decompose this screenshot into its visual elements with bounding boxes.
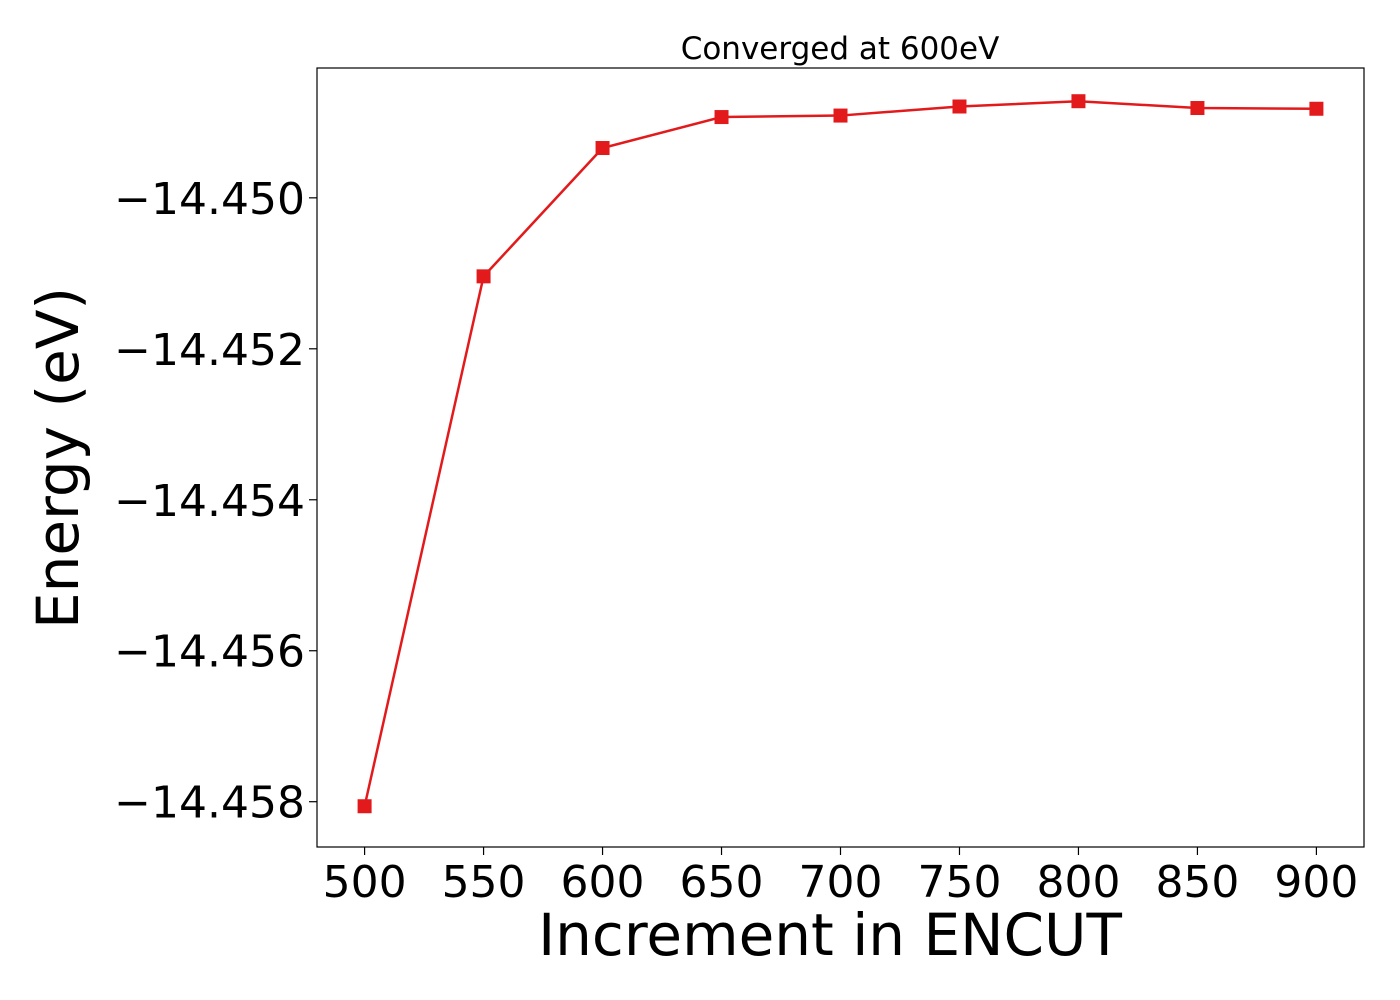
series-line <box>363 99 1317 807</box>
data-point-marker <box>1071 94 1086 109</box>
data-point-marker <box>357 799 372 814</box>
x-tick-label: 900 <box>1274 857 1358 908</box>
x-tick-label: 700 <box>799 857 883 908</box>
data-point-marker <box>833 108 848 123</box>
x-axis-label: Increment in ENCUT <box>538 901 1122 969</box>
data-point-marker <box>595 141 610 156</box>
x-tick-label: 550 <box>442 857 526 908</box>
y-tick-label: −14.450 <box>114 174 305 225</box>
y-axis: −14.458 −14.456 −14.454 −14.452 −14.450 <box>114 174 317 829</box>
plot-area <box>316 67 1365 848</box>
data-point-marker <box>1309 101 1324 116</box>
y-tick-label: −14.452 <box>114 325 305 376</box>
x-tick-label: 500 <box>323 857 407 908</box>
data-point-marker <box>476 269 491 284</box>
data-point-marker <box>1190 101 1205 116</box>
x-axis: 500 550 600 650 700 750 800 850 900 <box>323 847 1358 908</box>
x-tick-label: 800 <box>1036 857 1120 908</box>
x-tick-label: 600 <box>561 857 645 908</box>
x-tick-label: 850 <box>1155 857 1239 908</box>
y-tick-label: −14.454 <box>114 476 305 527</box>
series-layer <box>357 94 1324 814</box>
y-axis-label: Energy (eV) <box>24 287 92 629</box>
y-tick-label: −14.456 <box>114 627 305 678</box>
chart-title: Converged at 600eV <box>681 31 1000 67</box>
data-point-marker <box>714 110 729 125</box>
x-tick-label: 650 <box>680 857 764 908</box>
x-tick-label: 750 <box>917 857 1001 908</box>
data-point-marker <box>952 99 967 114</box>
y-tick-label: −14.458 <box>114 778 305 829</box>
